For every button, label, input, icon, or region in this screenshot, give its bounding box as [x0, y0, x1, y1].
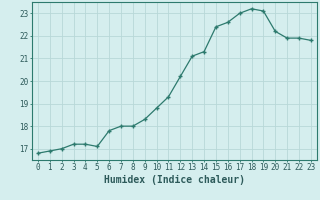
X-axis label: Humidex (Indice chaleur): Humidex (Indice chaleur) — [104, 175, 245, 185]
